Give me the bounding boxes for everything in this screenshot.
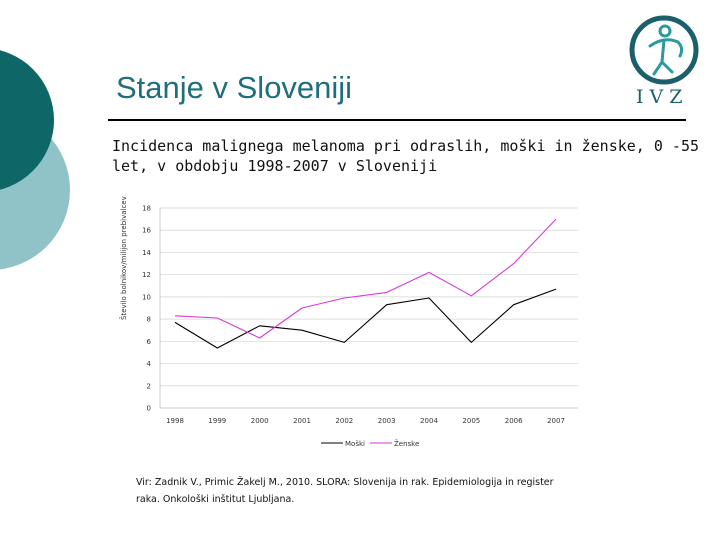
title-divider xyxy=(108,119,686,121)
x-tick-label: 2002 xyxy=(335,417,353,425)
x-tick-label: 2004 xyxy=(420,417,438,425)
y-tick-label: 8 xyxy=(147,316,151,324)
legend: Moški Ženske xyxy=(321,439,419,448)
y-tick-label: 0 xyxy=(147,405,151,413)
ivz-logo-icon xyxy=(629,15,699,85)
y-tick-label: 14 xyxy=(142,249,151,257)
x-tick-label: 2005 xyxy=(462,417,480,425)
x-tick-label: 2006 xyxy=(505,417,523,425)
axis-ticks: 0 2 4 6 8 10 12 14 16 18 1998 1999 2000 2001 2002 2003 2… xyxy=(142,205,565,426)
x-tick-label: 1998 xyxy=(166,417,184,425)
series-lines xyxy=(174,218,557,349)
y-tick-label: 12 xyxy=(142,271,151,279)
y-tick-label: 16 xyxy=(142,227,151,235)
source-citation: Vir: Zadnik V., Primic Žakelj M., 2010. … xyxy=(136,477,554,505)
page-title: Stanje v Sloveniji xyxy=(116,70,353,105)
slide-decoration xyxy=(0,50,70,270)
legend-label-women: Ženske xyxy=(394,439,419,448)
x-tick-label: 1999 xyxy=(208,417,226,425)
y-tick-label: 18 xyxy=(142,205,151,213)
chart-subtitle: Incidenca malignega melanoma pri odrasli… xyxy=(112,137,699,175)
y-tick-label: 10 xyxy=(142,293,151,301)
logo-text: IVZ xyxy=(636,86,689,108)
series-line-men xyxy=(174,288,557,349)
series-line-women xyxy=(174,218,557,339)
x-tick-label: 2001 xyxy=(293,417,311,425)
y-tick-label: 4 xyxy=(147,360,152,368)
y-tick-label: 2 xyxy=(147,382,151,390)
x-tick-label: 2003 xyxy=(378,417,396,425)
x-tick-label: 2007 xyxy=(547,417,565,425)
y-axis-label: Število bolnikov/milijon prebivalcev xyxy=(119,196,128,320)
gridlines xyxy=(160,207,578,409)
y-tick-label: 6 xyxy=(147,338,152,346)
legend-label-men: Moški xyxy=(345,440,365,448)
x-tick-label: 2000 xyxy=(251,417,269,425)
